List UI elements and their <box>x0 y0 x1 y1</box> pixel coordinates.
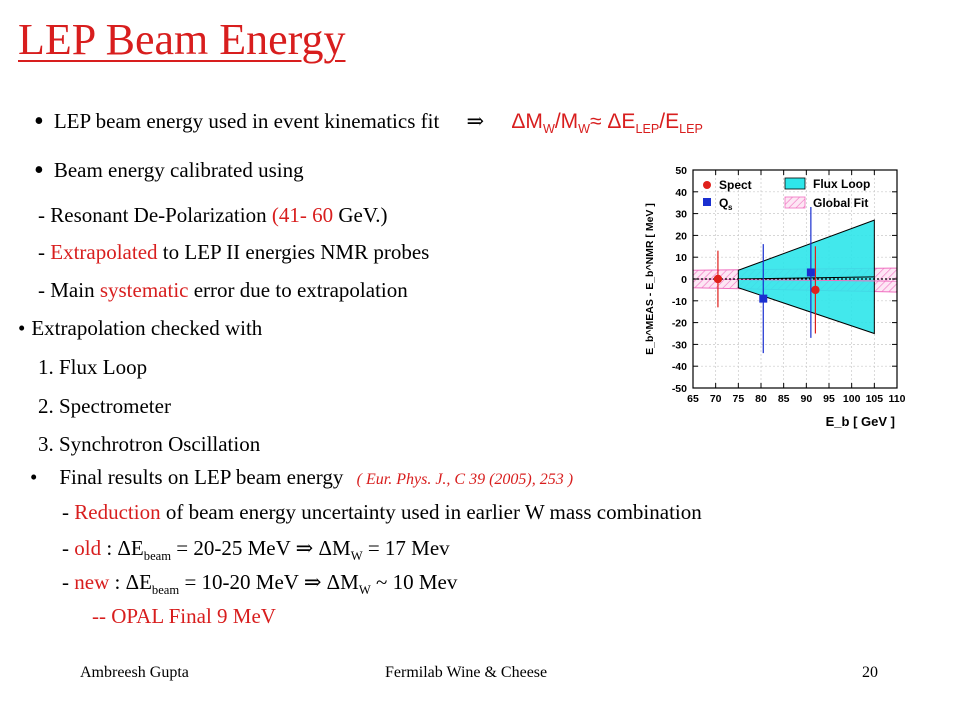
y-tick-label: 20 <box>675 230 687 242</box>
calibration-line-2: - Extrapolated to LEP II energies NMR pr… <box>38 240 430 264</box>
bullet-dot: • <box>34 106 44 137</box>
x-tick-label: 80 <box>755 393 767 405</box>
x-tick-label: 65 <box>687 393 699 405</box>
y-tick-label: 40 <box>675 187 687 199</box>
bullet-calibration: • Beam energy calibrated using <box>34 157 304 185</box>
data-point-qs <box>759 294 768 303</box>
bullet-kinematics-fit: • LEP beam energy used in event kinematic… <box>34 108 703 141</box>
data-point-spect <box>713 274 723 284</box>
calibration-line-3: - Main systematic error due to extrapola… <box>38 278 408 302</box>
x-tick-label: 100 <box>843 393 861 405</box>
flux-loop-band <box>737 219 875 335</box>
legend-spect-marker <box>703 181 711 189</box>
bullet-text: Beam energy calibrated using <box>53 158 304 182</box>
page-title: LEP Beam Energy <box>18 15 346 64</box>
y-tick-label: -20 <box>672 318 687 330</box>
x-tick-label: 105 <box>866 393 884 405</box>
y-axis-label: E_b^MEAS - E_b^NMR [ MeV ] <box>644 203 656 355</box>
y-tick-label: -40 <box>672 361 687 373</box>
bullet-dot: • <box>18 316 26 340</box>
legend-global-label: Global Fit <box>813 196 868 210</box>
legend-qs-sub: s <box>728 203 733 212</box>
y-tick-label: -30 <box>672 339 687 351</box>
x-tick-label: 110 <box>889 393 906 405</box>
result-line-4: -- OPAL Final 9 MeV <box>92 604 276 628</box>
bullet-text: Final results on LEP beam energy <box>59 465 344 489</box>
y-tick-label: -10 <box>672 296 687 308</box>
footer-page-number: 20 <box>862 664 878 681</box>
y-tick-label: 0 <box>681 274 687 286</box>
journal-reference: ( Eur. Phys. J., C 39 (2005), 253 ) <box>356 471 574 488</box>
method-item: 1. Flux Loop <box>38 355 148 379</box>
bullet-text: LEP beam energy used in event kinematics… <box>53 109 440 133</box>
bullet-dot: • <box>34 155 44 186</box>
method-item: 3. Synchrotron Oscillation <box>38 432 261 456</box>
data-point-spect <box>811 285 820 295</box>
x-tick-label: 75 <box>732 393 744 405</box>
legend-qs-label: Q <box>719 196 728 210</box>
method-item: 2. Spectrometer <box>38 394 171 418</box>
result-line-2: - old : ΔEbeam = 20-25 MeV ⇒ ΔMW = 17 Me… <box>62 536 450 564</box>
x-axis-label: E_b [ GeV ] <box>826 414 895 429</box>
x-tick-label: 95 <box>823 393 835 405</box>
bullet-final-results: • Final results on LEP beam energy ( Eur.… <box>30 465 573 492</box>
legend-global-swatch <box>784 196 806 209</box>
energy-relation: ΔMW/MW≈ ΔELEP/ELEP <box>511 110 703 137</box>
data-point-qs <box>806 268 815 277</box>
calibration-line-1: - Resonant De-Polarization (41- 60 GeV.) <box>38 203 388 227</box>
y-tick-label: 10 <box>675 252 687 264</box>
y-tick-label: -50 <box>672 383 687 395</box>
footer-author: Ambreesh Gupta <box>80 664 189 681</box>
bullet-text: Extrapolation checked with <box>31 316 263 340</box>
x-tick-label: 90 <box>800 393 812 405</box>
footer-event: Fermilab Wine & Cheese <box>385 664 548 681</box>
bullet-dot: • <box>30 465 38 489</box>
bullet-extrapolation: • Extrapolation checked with <box>18 316 262 340</box>
implies-arrow: ⇒ <box>466 109 485 133</box>
x-tick-label: 85 <box>778 393 790 405</box>
y-tick-label: 50 <box>675 165 687 177</box>
y-tick-label: 30 <box>675 209 687 221</box>
result-line-3: - new : ΔEbeam = 10-20 MeV ⇒ ΔMW ~ 10 Me… <box>62 570 458 598</box>
legend-qs-marker <box>703 198 711 206</box>
x-tick-label: 70 <box>710 393 722 405</box>
result-line-1: - Reduction of beam energy uncertainty u… <box>62 500 702 524</box>
legend-spect-label: Spect <box>719 178 752 192</box>
legend-flux-label: Flux Loop <box>813 177 870 191</box>
legend-flux-swatch <box>784 177 806 190</box>
